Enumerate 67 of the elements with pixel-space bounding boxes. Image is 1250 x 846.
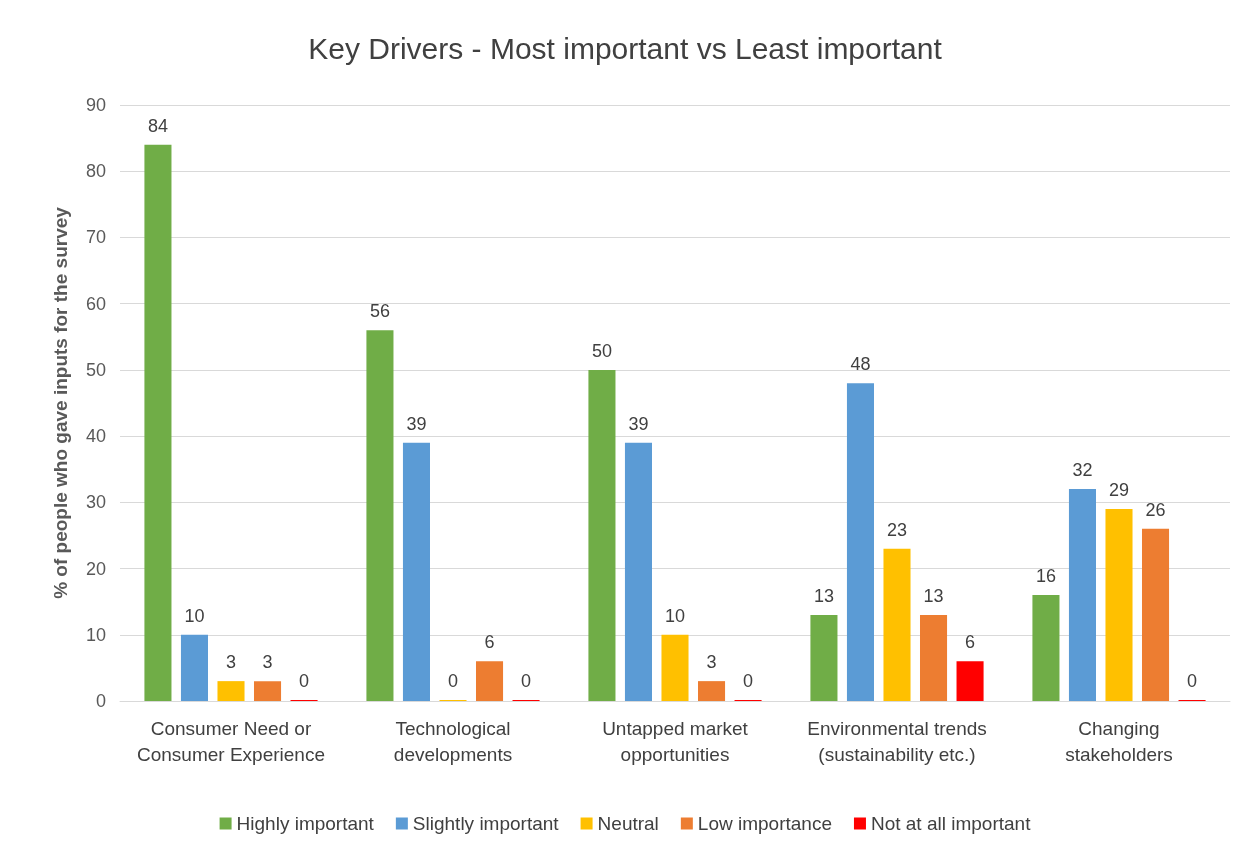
- bar: [254, 681, 282, 701]
- data-label: 0: [447, 671, 459, 691]
- bar: [920, 614, 948, 701]
- bar: [698, 681, 726, 701]
- y-tick-label: 10: [85, 624, 106, 645]
- x-tick-label: Changing stakeholders: [1065, 717, 1173, 765]
- data-label: 16: [1035, 566, 1056, 587]
- data-label: 6: [484, 632, 495, 653]
- data-label: 39: [406, 413, 427, 434]
- data-label: 26: [1145, 499, 1166, 520]
- y-tick-label: 80: [85, 161, 106, 182]
- data-label: 48: [850, 354, 871, 375]
- bar: [476, 661, 504, 701]
- bar: [402, 442, 430, 701]
- x-tick-label: Consumer Need or Consumer Experience: [137, 717, 325, 765]
- bar: [180, 634, 208, 701]
- bar: [366, 330, 394, 701]
- legend-label: Neutral: [597, 813, 659, 834]
- x-tick-label: Environmental trends (sustainability etc.): [807, 717, 987, 765]
- data-label: 0: [743, 671, 754, 691]
- data-label: 13: [813, 585, 834, 606]
- chart-title: Key Drivers - Most important vs Least important: [308, 31, 943, 65]
- bar: [1142, 528, 1170, 701]
- data-label: 3: [706, 652, 717, 673]
- data-label: 56: [369, 301, 390, 322]
- bar: [661, 634, 689, 701]
- data-label: 84: [147, 115, 168, 136]
- data-label: 32: [1072, 460, 1093, 481]
- data-label: 3: [225, 652, 237, 673]
- legend-label: Highly important: [236, 813, 375, 834]
- data-label: 0: [521, 671, 532, 691]
- y-axis-title: % of people who gave inputs for the survey: [50, 206, 71, 599]
- y-tick-label: 60: [85, 293, 106, 314]
- data-label: 3: [262, 652, 273, 673]
- data-label: 0: [1187, 671, 1198, 691]
- y-tick-label: 40: [85, 426, 106, 447]
- data-label: 29: [1108, 479, 1130, 500]
- bar: [1105, 508, 1133, 701]
- legend-label: Low importance: [697, 813, 832, 834]
- bar: [956, 661, 984, 701]
- bar: [810, 614, 838, 701]
- bar: [144, 144, 172, 701]
- bar: [883, 548, 911, 701]
- bar: [1068, 489, 1096, 701]
- legend-label: Not at all important: [870, 813, 1032, 834]
- y-tick-label: 70: [85, 227, 106, 248]
- y-tick-label: 0: [95, 691, 106, 711]
- y-tick-label: 20: [85, 558, 106, 579]
- y-tick-label: 50: [85, 359, 106, 380]
- bar: [1032, 595, 1060, 701]
- y-tick-label: 30: [85, 492, 106, 513]
- bar: [588, 369, 616, 701]
- data-label: 50: [591, 340, 612, 361]
- data-label: 0: [299, 671, 310, 691]
- data-label: 10: [664, 605, 686, 626]
- data-label: 13: [923, 585, 944, 606]
- data-label: 39: [628, 413, 649, 434]
- bar: [217, 681, 245, 701]
- data-label: 23: [886, 519, 908, 540]
- legend-label: Slightly important: [412, 813, 560, 834]
- x-tick-label: Untapped market opportunities: [602, 717, 749, 765]
- y-tick-label: 90: [85, 95, 106, 115]
- data-label: 6: [965, 632, 976, 653]
- bar: [846, 383, 874, 701]
- data-label: 10: [184, 605, 205, 626]
- bar: [624, 442, 652, 701]
- x-tick-label: Technological developments: [393, 717, 513, 765]
